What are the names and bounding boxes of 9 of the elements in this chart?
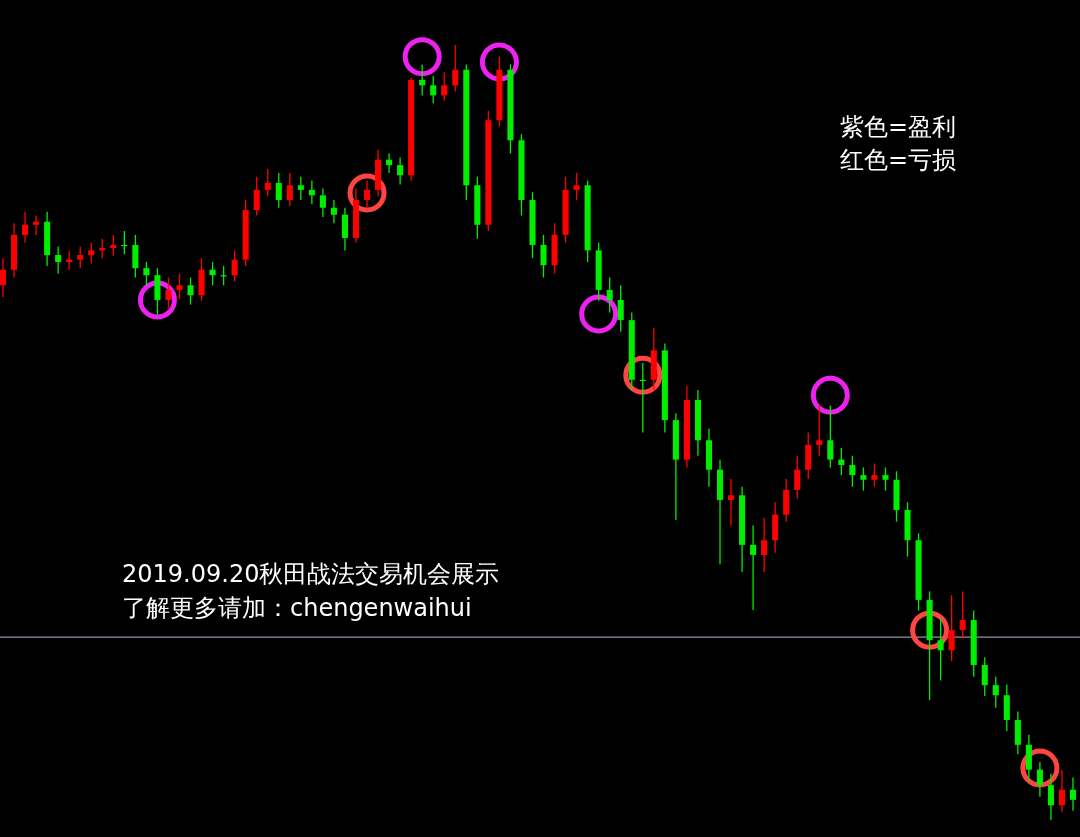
point — [910, 610, 950, 650]
point — [137, 280, 177, 320]
annotation: 紫色=盈利 — [840, 113, 957, 141]
point — [810, 375, 850, 415]
point — [579, 294, 619, 334]
annotation: 红色=亏损 — [840, 146, 957, 174]
point — [402, 37, 442, 77]
annotation: 了解更多请加：chengenwaihui — [122, 594, 472, 622]
annotation: 2019.09.20秋田战法交易机会展示 — [122, 560, 500, 588]
